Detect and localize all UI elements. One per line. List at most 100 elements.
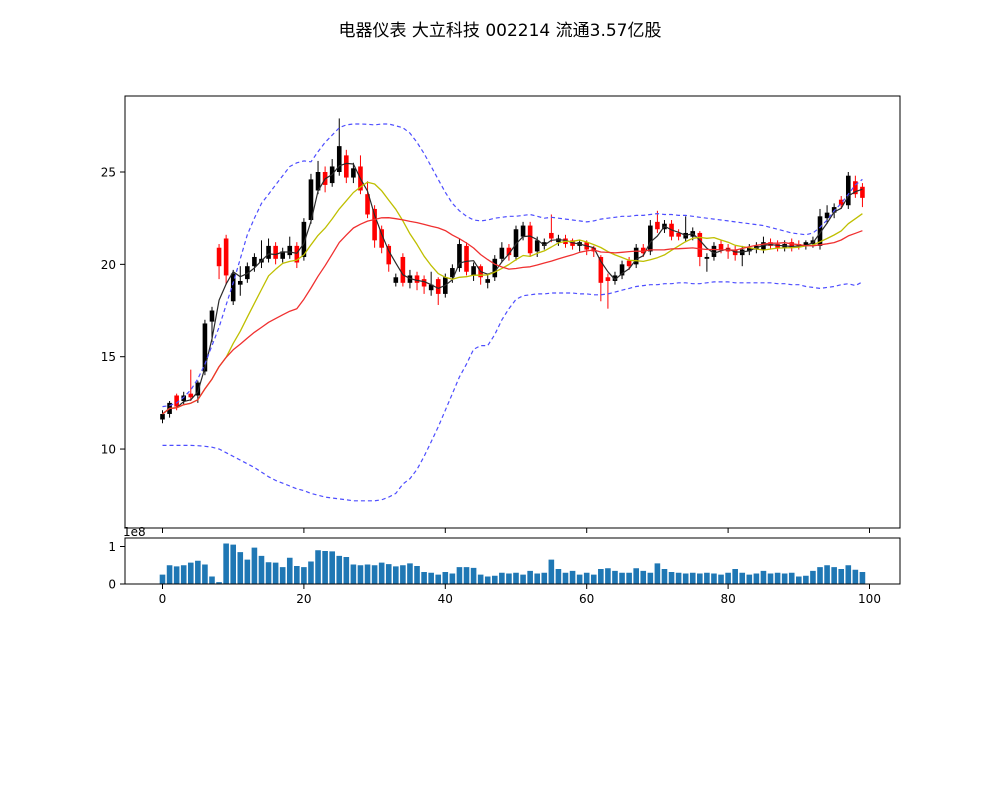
volume-bar	[555, 569, 562, 584]
volume-bar	[244, 559, 251, 584]
volume-bar	[491, 575, 498, 584]
volume-bar	[513, 572, 519, 584]
volume-bar	[173, 566, 180, 584]
volume-bar	[187, 562, 194, 584]
candle-up	[485, 279, 491, 283]
candle-up	[181, 395, 187, 402]
volume-bar	[640, 570, 647, 584]
volume-bar	[499, 572, 505, 584]
volume-bar	[357, 565, 364, 584]
volume-bar	[400, 565, 406, 584]
candle-down	[365, 194, 370, 215]
candle-down	[188, 393, 194, 398]
candle-up	[287, 245, 293, 256]
volume-bar	[527, 570, 533, 584]
candle-up	[280, 251, 285, 259]
volume-bar	[166, 565, 173, 584]
volume-y-tick-label: 1	[108, 540, 116, 554]
volume-bar	[753, 573, 760, 584]
ma-slow-line	[162, 217, 863, 415]
volume-bar	[329, 551, 335, 584]
volume-bar	[265, 562, 272, 584]
candle-up	[534, 240, 540, 252]
volume-bar	[506, 573, 512, 584]
candle-down	[216, 247, 222, 267]
candle-up	[252, 256, 257, 267]
candle-up	[541, 242, 547, 246]
candle-up	[308, 179, 314, 221]
volume-bar	[689, 572, 696, 584]
candle-down	[400, 256, 406, 283]
chart-title: 电器仪表 大立科技 002214 流通3.57亿股	[338, 21, 662, 41]
volume-scale-label: 1e8	[123, 525, 146, 539]
candle-up	[824, 212, 830, 219]
candle-down	[414, 275, 420, 283]
candle-down	[655, 221, 660, 230]
candle-down	[605, 277, 611, 281]
volume-bar	[421, 572, 427, 584]
volume-bar	[216, 582, 222, 584]
volume-bar	[159, 574, 166, 584]
volume-bar	[760, 570, 767, 584]
volume-bar	[605, 568, 611, 584]
candle-up	[619, 264, 625, 276]
x-tick-label: 40	[438, 592, 453, 606]
volume-bars-group	[159, 543, 866, 584]
ma-fast-line	[162, 162, 863, 415]
volume-bar	[626, 572, 632, 584]
candle-up	[845, 175, 851, 206]
volume-bar	[576, 574, 583, 584]
volume-bar	[774, 572, 781, 584]
candle-up	[648, 225, 653, 252]
candle-up	[471, 266, 476, 276]
volume-bar	[371, 565, 378, 584]
volume-bar	[308, 561, 314, 584]
volume-bar	[831, 567, 837, 584]
y-tick-label: 15	[101, 350, 116, 364]
volume-bar	[251, 547, 258, 584]
volume-bar	[859, 572, 866, 584]
volume-bar	[393, 566, 399, 584]
volume-bar	[725, 572, 731, 584]
volume-bar	[279, 567, 286, 584]
candle-up	[301, 221, 307, 257]
volume-frame	[124, 537, 901, 585]
volume-bar	[322, 551, 328, 584]
volume-bar	[520, 574, 526, 584]
volume-bar	[435, 574, 442, 584]
candle-up	[407, 275, 413, 283]
candle-up	[520, 225, 526, 237]
candle-down	[379, 229, 384, 248]
volume-bar	[477, 574, 484, 584]
volume-y-tick-label: 0	[108, 578, 116, 592]
candle-up	[266, 245, 271, 259]
candle-down	[626, 260, 632, 267]
candle-down	[697, 232, 703, 257]
volume-bar	[739, 572, 746, 584]
volume-bar	[223, 543, 229, 584]
bollinger-upper-line	[162, 123, 863, 408]
candle-down	[789, 242, 795, 248]
candle-down	[598, 256, 604, 283]
candle-up	[492, 258, 498, 278]
volume-bar	[301, 567, 307, 584]
candle-up	[817, 216, 823, 246]
volume-bar	[202, 564, 208, 584]
volume-bar	[258, 555, 265, 584]
volume-bar	[746, 574, 753, 584]
candle-down	[294, 245, 300, 263]
volume-bar	[534, 573, 541, 584]
volume-bar	[364, 564, 371, 584]
candle-down	[435, 279, 441, 294]
volume-bar	[668, 572, 675, 584]
volume-bar	[562, 572, 569, 584]
volume-bar	[817, 567, 823, 584]
volume-bar	[449, 573, 456, 584]
y-tick-label: 20	[101, 258, 116, 272]
candle-up	[831, 207, 837, 213]
candle-up	[450, 268, 455, 278]
candle-up	[704, 256, 710, 259]
volume-bar	[718, 574, 724, 584]
price-frame	[124, 95, 901, 529]
volume-bar	[463, 567, 470, 584]
